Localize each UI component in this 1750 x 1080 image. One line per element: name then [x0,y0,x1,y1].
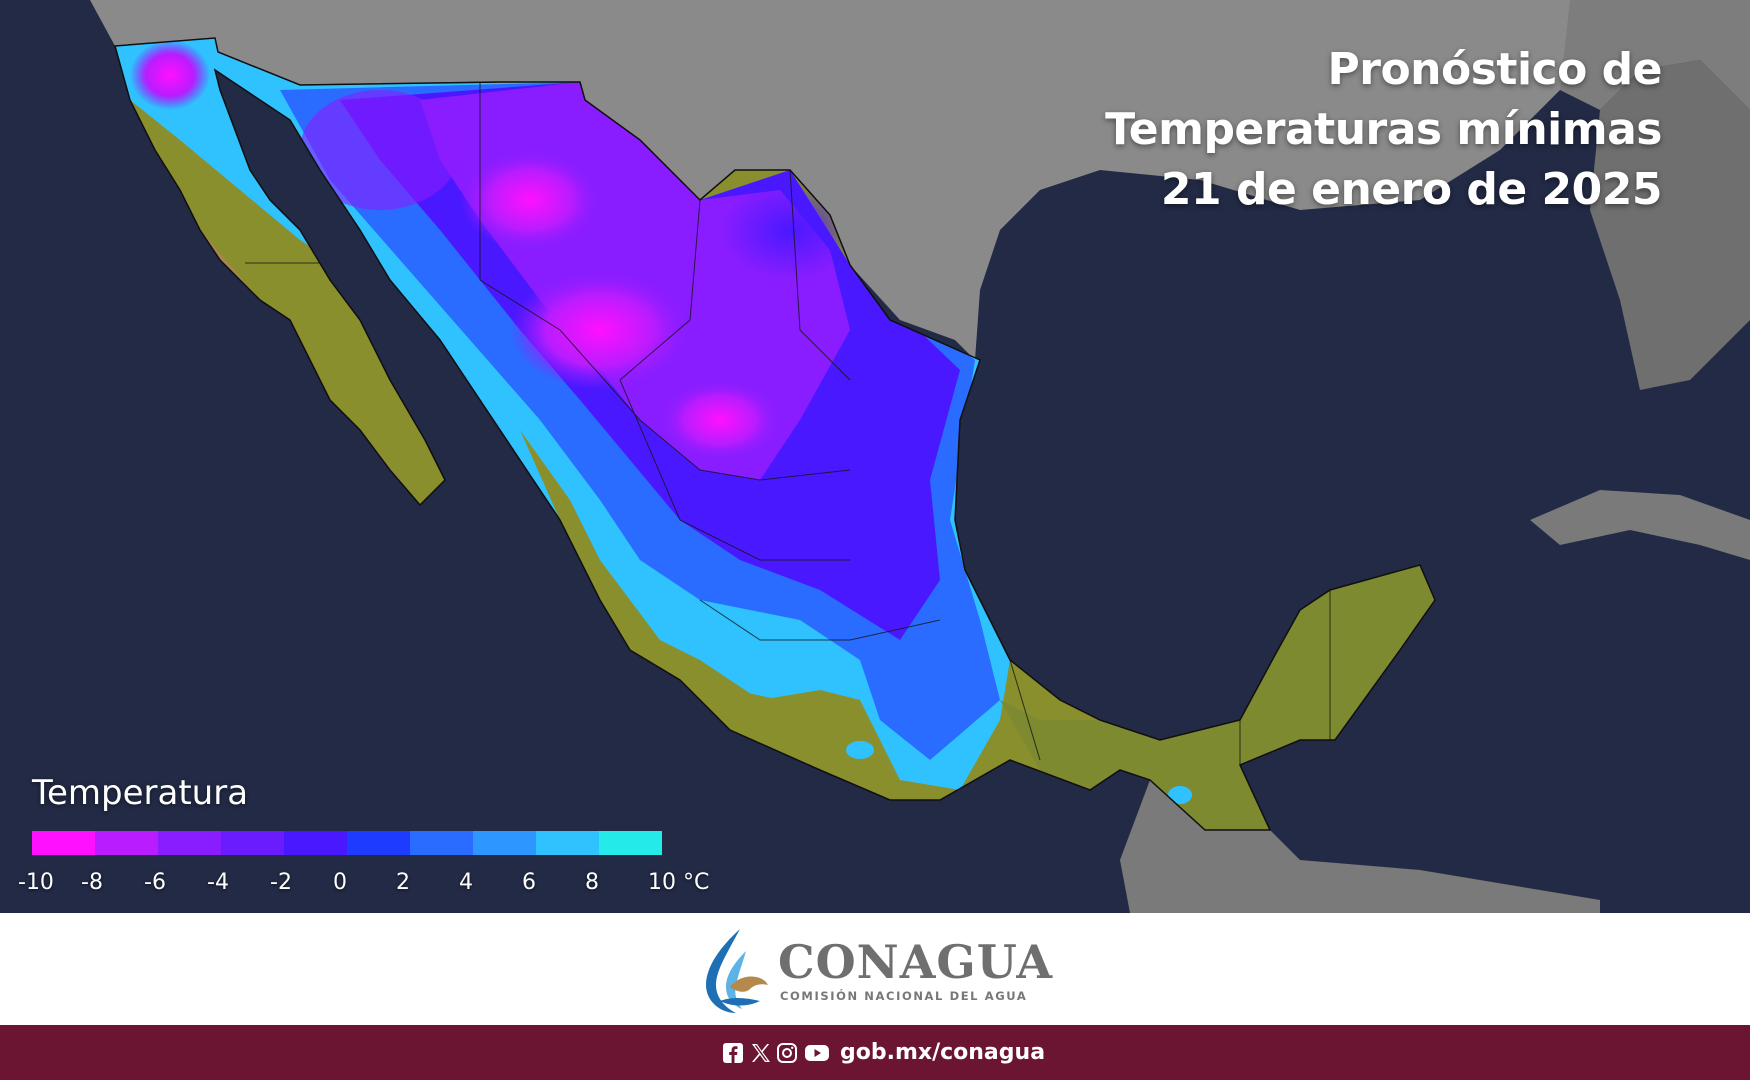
legend-tick-label: 0 [333,870,347,895]
legend-swatch [599,831,662,855]
legend-swatch [32,831,95,855]
legend-swatch [347,831,410,855]
usa-landmass [90,0,1570,360]
legend-tick-label: -8 [81,870,103,895]
legend-swatch [158,831,221,855]
legend-tick-label: -4 [207,870,229,895]
legend-title: Temperatura [32,773,249,813]
state-borders [245,82,1331,765]
map-title: Pronóstico de Temperaturas mínimas 21 de… [1105,40,1662,220]
cuba [1530,490,1750,560]
x-icon[interactable] [750,1042,772,1064]
footer-bar [0,1025,1750,1080]
legend-tick-label: -2 [270,870,292,895]
legend-color-bar [32,831,662,855]
legend-tick-label: -10 [18,870,54,895]
legend-tick-label: -6 [144,870,166,895]
legend-swatch [473,831,536,855]
central-america [1120,780,1600,913]
logo-name: CONAGUA [778,935,1054,989]
logo-band [0,913,1750,1025]
legend-tick-label: 6 [522,870,536,895]
legend-swatch [410,831,473,855]
temperature-map: Pronóstico de Temperaturas mínimas 21 de… [0,0,1750,913]
legend-tick-labels: -10 -8 -6 -4 -2 0 2 4 6 8 10 °C [0,870,760,900]
instagram-icon[interactable] [776,1042,798,1064]
footer-url-link[interactable]: gob.mx/conagua [840,1040,1046,1065]
mexico-outline [114,37,1436,831]
legend-tick-label: 4 [459,870,473,895]
legend-swatch [95,831,158,855]
legend-swatch [284,831,347,855]
title-line-3: 21 de enero de 2025 [1160,164,1663,215]
map-graphic [90,0,1750,913]
conagua-logo-icon [706,929,768,1013]
usa-east [1560,0,1750,110]
facebook-icon[interactable] [722,1042,744,1064]
legend-tick-label: 2 [396,870,410,895]
legend-swatch [221,831,284,855]
legend-tick-label: 8 [585,870,599,895]
title-line-1: Pronóstico de [1327,44,1663,95]
title-line-2: Temperaturas mínimas [1105,104,1662,155]
legend-swatch [536,831,599,855]
youtube-icon[interactable] [804,1042,830,1064]
logo-subtitle: COMISIÓN NACIONAL DEL AGUA [780,989,1028,1003]
legend-tick-label: 10 °C [648,870,710,895]
